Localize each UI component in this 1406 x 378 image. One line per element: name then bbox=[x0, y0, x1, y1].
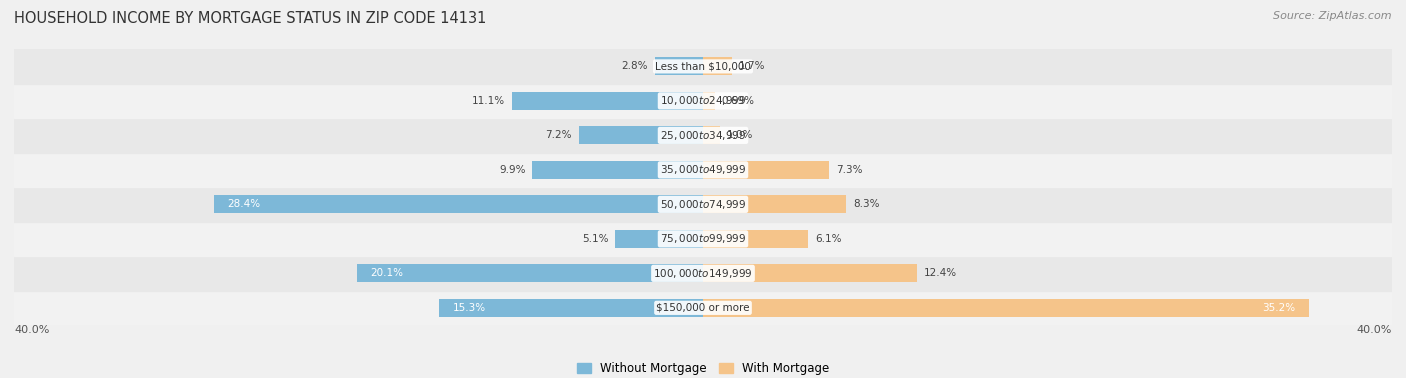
Bar bbox=[703, 195, 846, 213]
Text: $75,000 to $99,999: $75,000 to $99,999 bbox=[659, 232, 747, 245]
Text: 1.0%: 1.0% bbox=[727, 130, 754, 140]
Text: 5.1%: 5.1% bbox=[582, 234, 609, 244]
Text: 12.4%: 12.4% bbox=[924, 268, 956, 278]
Bar bbox=[357, 264, 703, 282]
Bar bbox=[703, 92, 714, 110]
Bar bbox=[14, 118, 1392, 153]
Bar bbox=[14, 291, 1392, 325]
Text: 7.2%: 7.2% bbox=[546, 130, 572, 140]
Bar bbox=[14, 256, 1392, 291]
Bar bbox=[655, 57, 703, 75]
Bar bbox=[512, 92, 703, 110]
Bar bbox=[703, 126, 720, 144]
Bar bbox=[214, 195, 703, 213]
Text: 0.69%: 0.69% bbox=[721, 96, 755, 106]
Text: 9.9%: 9.9% bbox=[499, 165, 526, 175]
Text: $50,000 to $74,999: $50,000 to $74,999 bbox=[659, 198, 747, 211]
Bar bbox=[14, 84, 1392, 118]
Text: $10,000 to $24,999: $10,000 to $24,999 bbox=[659, 94, 747, 107]
Bar bbox=[14, 153, 1392, 187]
Text: 8.3%: 8.3% bbox=[853, 199, 879, 209]
Bar bbox=[14, 187, 1392, 222]
Bar bbox=[703, 299, 1309, 317]
Text: $35,000 to $49,999: $35,000 to $49,999 bbox=[659, 163, 747, 177]
Text: 2.8%: 2.8% bbox=[621, 61, 648, 71]
Text: 28.4%: 28.4% bbox=[228, 199, 260, 209]
Bar bbox=[703, 161, 828, 179]
Legend: Without Mortgage, With Mortgage: Without Mortgage, With Mortgage bbox=[572, 358, 834, 378]
Bar bbox=[579, 126, 703, 144]
Text: $100,000 to $149,999: $100,000 to $149,999 bbox=[654, 267, 752, 280]
Bar bbox=[703, 230, 808, 248]
Bar bbox=[533, 161, 703, 179]
Bar bbox=[440, 299, 703, 317]
Text: 7.3%: 7.3% bbox=[835, 165, 862, 175]
Text: $150,000 or more: $150,000 or more bbox=[657, 303, 749, 313]
Text: 35.2%: 35.2% bbox=[1263, 303, 1295, 313]
Text: Less than $10,000: Less than $10,000 bbox=[655, 61, 751, 71]
Bar bbox=[703, 264, 917, 282]
Text: 1.7%: 1.7% bbox=[740, 61, 766, 71]
Bar bbox=[14, 222, 1392, 256]
Text: 6.1%: 6.1% bbox=[815, 234, 841, 244]
Bar bbox=[703, 57, 733, 75]
Bar bbox=[616, 230, 703, 248]
Text: HOUSEHOLD INCOME BY MORTGAGE STATUS IN ZIP CODE 14131: HOUSEHOLD INCOME BY MORTGAGE STATUS IN Z… bbox=[14, 11, 486, 26]
Text: Source: ZipAtlas.com: Source: ZipAtlas.com bbox=[1274, 11, 1392, 21]
Bar bbox=[14, 49, 1392, 84]
Text: 15.3%: 15.3% bbox=[453, 303, 486, 313]
Text: 11.1%: 11.1% bbox=[472, 96, 505, 106]
Text: 40.0%: 40.0% bbox=[1357, 325, 1392, 335]
Text: 40.0%: 40.0% bbox=[14, 325, 49, 335]
Text: 20.1%: 20.1% bbox=[371, 268, 404, 278]
Text: $25,000 to $34,999: $25,000 to $34,999 bbox=[659, 129, 747, 142]
